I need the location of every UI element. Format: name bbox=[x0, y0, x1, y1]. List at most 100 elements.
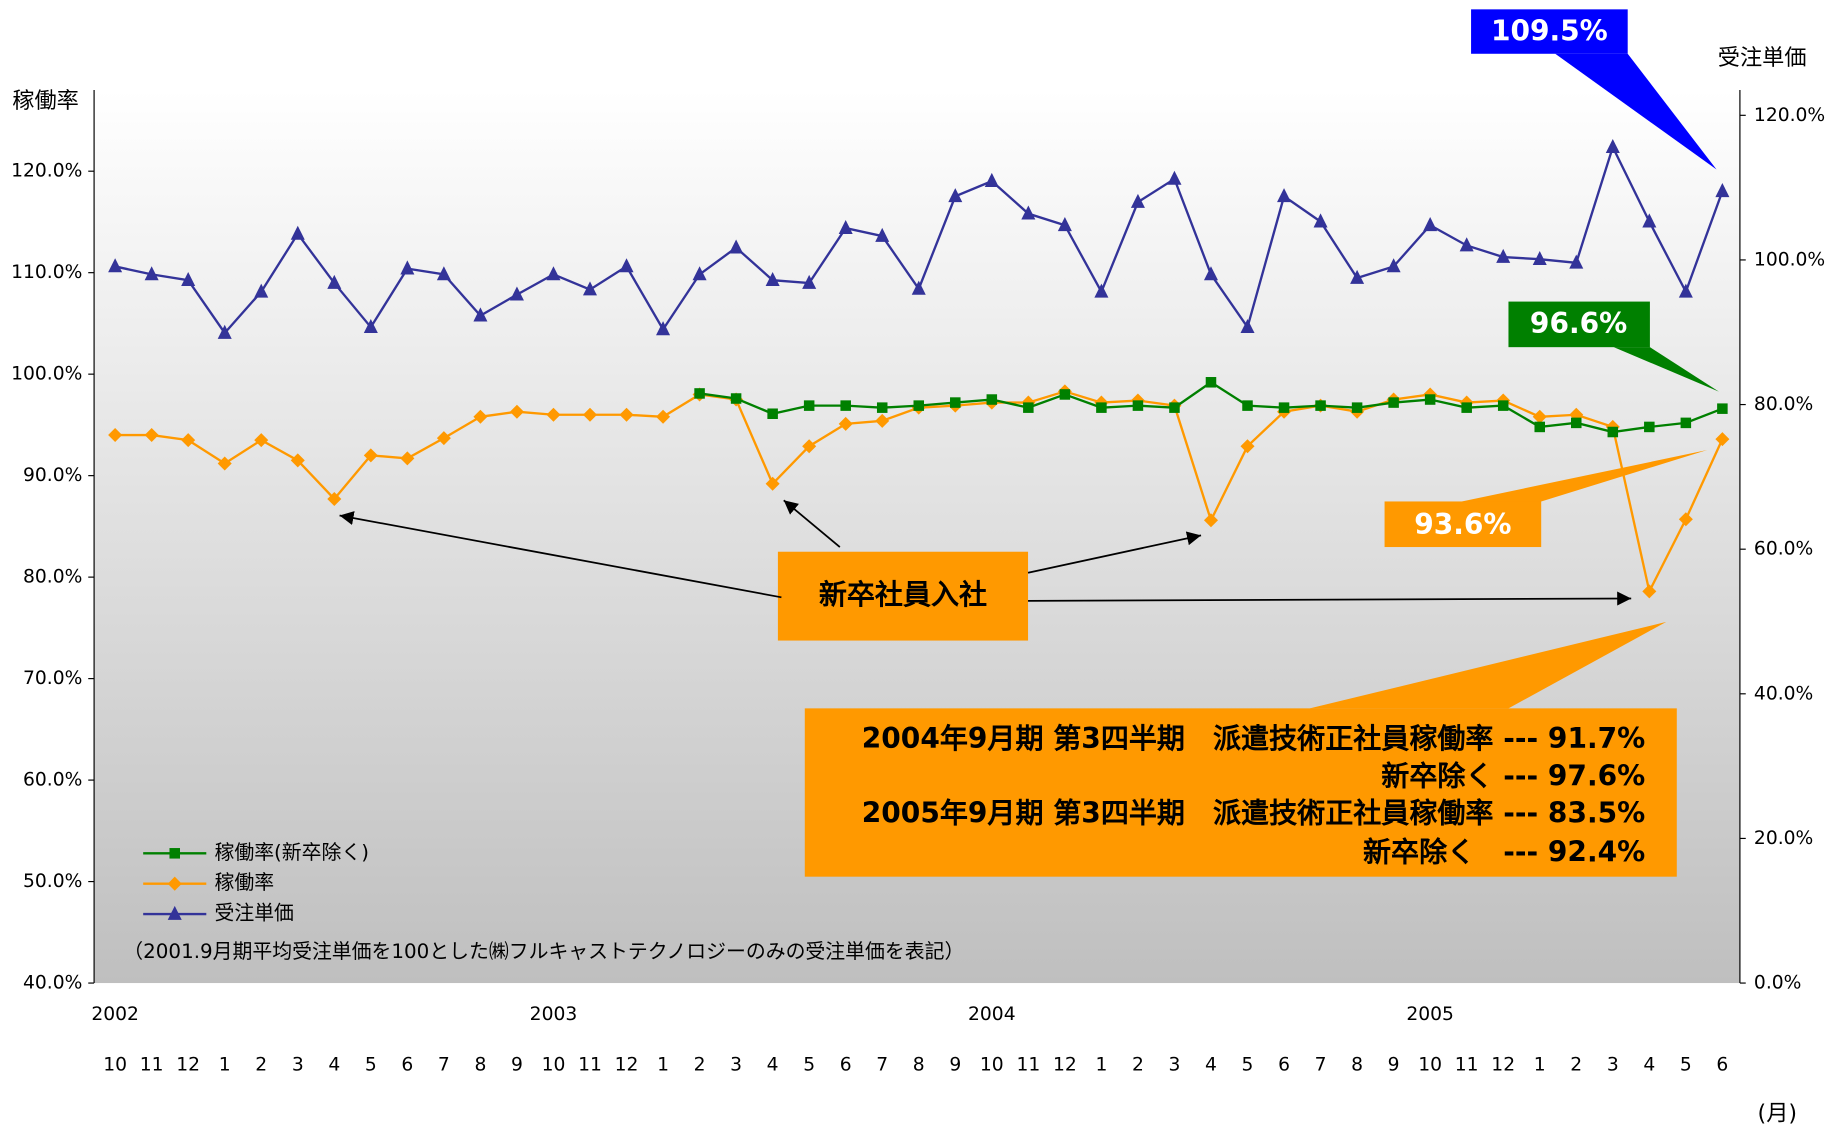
marker bbox=[254, 433, 269, 448]
callout-label: 新卒社員入社 bbox=[819, 578, 987, 611]
y-tick-label: 60.0% bbox=[23, 770, 82, 791]
marker bbox=[1423, 217, 1438, 232]
marker bbox=[1059, 389, 1071, 400]
x-tick-label: 4 bbox=[328, 1054, 340, 1075]
marker bbox=[1605, 138, 1620, 153]
x-group-label: 2002 bbox=[91, 1004, 139, 1025]
x-tick-label: 3 bbox=[730, 1054, 742, 1075]
x-tick-label: 1 bbox=[1095, 1054, 1107, 1075]
x-tick-label: 10 bbox=[103, 1054, 127, 1075]
marker bbox=[1571, 417, 1582, 429]
marker bbox=[1169, 402, 1180, 413]
marker bbox=[1350, 269, 1365, 284]
marker bbox=[984, 172, 999, 187]
series bbox=[694, 377, 1728, 438]
marker bbox=[436, 431, 451, 446]
marker bbox=[144, 428, 159, 443]
x-unit: (月) bbox=[1758, 1100, 1798, 1126]
marker bbox=[1240, 439, 1255, 454]
marker bbox=[290, 225, 305, 240]
marker bbox=[619, 407, 634, 422]
x-tick-label: 6 bbox=[1278, 1054, 1290, 1075]
marker bbox=[1130, 193, 1145, 208]
marker bbox=[1094, 283, 1109, 298]
x-tick-label: 8 bbox=[913, 1054, 925, 1075]
marker bbox=[1496, 248, 1511, 263]
marker bbox=[1680, 417, 1692, 429]
marker bbox=[436, 266, 451, 281]
y-tick-label: 110.0% bbox=[11, 262, 82, 283]
marker bbox=[1532, 409, 1547, 424]
marker bbox=[765, 272, 780, 287]
y2-tick-label: 120.0% bbox=[1754, 105, 1825, 126]
marker bbox=[1023, 402, 1034, 413]
marker bbox=[803, 400, 815, 411]
x-tick-label: 1 bbox=[657, 1054, 669, 1075]
y-tick-label: 120.0% bbox=[11, 161, 82, 182]
marker bbox=[473, 409, 488, 424]
y2-axis-title: 受注単価 bbox=[1718, 45, 1807, 71]
x-tick-label: 2 bbox=[1132, 1054, 1144, 1075]
y-tick-label: 100.0% bbox=[11, 364, 82, 385]
marker bbox=[838, 219, 853, 234]
x-tick-label: 12 bbox=[176, 1054, 200, 1075]
x-group-label: 2004 bbox=[968, 1004, 1016, 1025]
marker bbox=[656, 321, 671, 336]
x-group-label: 2005 bbox=[1406, 1004, 1454, 1025]
marker bbox=[1715, 432, 1730, 447]
x-tick-label: 3 bbox=[292, 1054, 304, 1075]
marker bbox=[729, 239, 744, 254]
marker bbox=[950, 397, 961, 408]
note-line: 新卒除く --- 97.6% bbox=[1381, 759, 1645, 792]
legend-label: 稼働率 bbox=[214, 871, 274, 894]
x-tick-label: 1 bbox=[1534, 1054, 1546, 1075]
callout-box bbox=[1384, 501, 1542, 548]
marker bbox=[1313, 213, 1328, 228]
y2-tick-label: 20.0% bbox=[1754, 828, 1813, 849]
marker bbox=[363, 448, 378, 463]
x-tick-label: 11 bbox=[1455, 1054, 1479, 1075]
marker bbox=[765, 476, 780, 491]
marker bbox=[1057, 217, 1072, 232]
x-tick-label: 6 bbox=[840, 1054, 852, 1075]
marker bbox=[1242, 400, 1253, 411]
marker bbox=[1642, 584, 1657, 599]
marker bbox=[1459, 237, 1474, 252]
x-tick-label: 7 bbox=[438, 1054, 450, 1075]
marker bbox=[1167, 170, 1182, 185]
x-tick-label: 4 bbox=[1643, 1054, 1655, 1075]
arrow bbox=[783, 499, 841, 548]
marker bbox=[144, 266, 159, 281]
marker bbox=[473, 307, 488, 322]
marker bbox=[327, 274, 342, 289]
x-tick-label: 2 bbox=[694, 1054, 706, 1075]
callout-tail bbox=[1555, 53, 1717, 170]
x-tick-label: 6 bbox=[1716, 1054, 1728, 1075]
marker bbox=[181, 433, 196, 448]
x-tick-label: 10 bbox=[1418, 1054, 1442, 1075]
x-tick-label: 8 bbox=[474, 1054, 486, 1075]
marker bbox=[1277, 188, 1292, 203]
marker bbox=[1096, 402, 1107, 413]
marker bbox=[1315, 400, 1326, 411]
marker bbox=[217, 324, 232, 339]
marker bbox=[948, 188, 963, 203]
marker bbox=[1497, 400, 1509, 411]
marker bbox=[1386, 258, 1401, 273]
x-tick-label: 2 bbox=[255, 1054, 267, 1075]
y-axis-title: 稼働率 bbox=[12, 88, 79, 114]
callout-label: 109.5% bbox=[1491, 15, 1608, 48]
marker bbox=[1642, 213, 1657, 228]
y-tick-label: 70.0% bbox=[23, 668, 82, 689]
y2-tick-label: 80.0% bbox=[1754, 394, 1813, 415]
x-tick-label: 12 bbox=[615, 1054, 639, 1075]
marker bbox=[875, 413, 890, 428]
marker bbox=[1678, 283, 1693, 298]
marker bbox=[1203, 266, 1218, 281]
x-tick-label: 12 bbox=[1053, 1054, 1077, 1075]
marker bbox=[1717, 403, 1728, 414]
y2-tick-label: 100.0% bbox=[1754, 249, 1825, 270]
x-tick-label: 1 bbox=[219, 1054, 231, 1075]
y-tick-label: 40.0% bbox=[23, 973, 82, 994]
marker bbox=[582, 281, 598, 296]
